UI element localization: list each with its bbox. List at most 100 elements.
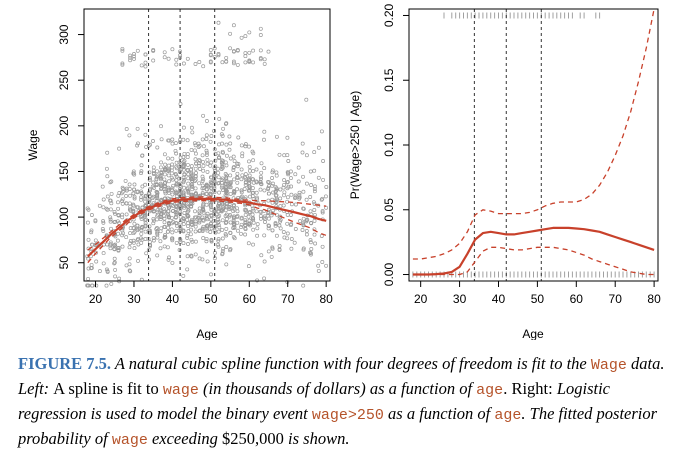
- scatter-point: [173, 189, 178, 194]
- scatter-point: [193, 177, 198, 182]
- right-fit-line: [412, 226, 655, 276]
- scatter-point: [258, 181, 263, 186]
- scatter-point: [223, 182, 228, 187]
- scatter-point: [136, 242, 141, 247]
- scatter-point: [170, 236, 175, 241]
- scatter-point: [308, 238, 313, 243]
- scatter-point: [262, 259, 267, 264]
- scatter-point: [251, 177, 256, 182]
- scatter-point: [282, 153, 287, 158]
- left-x-tick-label: 80: [319, 292, 333, 306]
- left-y-tick-label: 250: [57, 70, 71, 90]
- scatter-point: [193, 192, 198, 197]
- scatter-point: [189, 184, 194, 189]
- scatter-point: [213, 158, 218, 163]
- scatter-point: [205, 211, 210, 216]
- scatter-point: [140, 184, 145, 189]
- scatter-point: [286, 172, 291, 177]
- scatter-point: [154, 198, 159, 203]
- scatter-point: [262, 188, 267, 193]
- scatter-point: [281, 230, 286, 234]
- scatter-point: [128, 231, 133, 236]
- scatter-point: [301, 283, 306, 288]
- scatter-point: [163, 180, 168, 185]
- scatter-point: [193, 166, 198, 171]
- scatter-point: [258, 57, 263, 62]
- scatter-point: [293, 227, 298, 231]
- scatter-point: [243, 232, 248, 237]
- scatter-point: [139, 231, 144, 236]
- scatter-point: [224, 217, 229, 222]
- scatter-point: [213, 224, 218, 229]
- scatter-point: [323, 194, 328, 199]
- scatter-point: [235, 62, 240, 67]
- scatter-point: [228, 220, 233, 225]
- scatter-point: [120, 48, 125, 53]
- scatter-point: [159, 215, 164, 220]
- scatter-point: [112, 210, 117, 214]
- scatter-point: [189, 253, 194, 258]
- scatter-point: [231, 59, 236, 64]
- scatter-point: [220, 164, 225, 169]
- scatter-point: [201, 202, 206, 207]
- scatter-point: [162, 234, 167, 239]
- scatter-point: [166, 168, 171, 173]
- scatter-point: [282, 178, 287, 183]
- scatter-point: [227, 134, 232, 139]
- scatter-point: [216, 53, 221, 58]
- scatter-point: [209, 134, 214, 138]
- scatter-point: [274, 200, 279, 205]
- left-x-axis-label: Age: [196, 327, 218, 340]
- scatter-point: [270, 245, 275, 250]
- scatter-point: [254, 179, 259, 184]
- scatter-point: [115, 219, 120, 224]
- scatter-point: [144, 251, 149, 256]
- scatter-point: [151, 48, 156, 53]
- scatter-point: [262, 215, 267, 220]
- scatter-point: [181, 155, 186, 160]
- scatter-point: [132, 221, 137, 226]
- scatter-point: [139, 63, 144, 68]
- scatter-point: [170, 162, 175, 167]
- scatter-point: [231, 203, 236, 208]
- scatter-point: [197, 163, 201, 168]
- scatter-point: [136, 236, 141, 241]
- right-y-tick-label: 0.20: [382, 3, 396, 27]
- scatter-point: [162, 224, 167, 229]
- scatter-point: [163, 233, 167, 238]
- scatter-point: [216, 206, 221, 211]
- scatter-point: [304, 232, 309, 237]
- scatter-point: [232, 159, 237, 164]
- scatter-point: [159, 171, 164, 176]
- scatter-point: [250, 206, 255, 211]
- scatter-point: [271, 190, 276, 195]
- scatter-point: [193, 209, 197, 214]
- scatter-point: [185, 138, 190, 143]
- scatter-point: [94, 242, 99, 247]
- scatter-point: [262, 137, 266, 142]
- scatter-point: [154, 176, 159, 181]
- scatter-point: [163, 162, 168, 167]
- scatter-point: [197, 209, 202, 214]
- scatter-point: [232, 207, 237, 212]
- scatter-point: [228, 173, 233, 178]
- scatter-point: [285, 221, 290, 226]
- scatter-point: [216, 52, 221, 56]
- scatter-point: [209, 223, 214, 228]
- scatter-point: [117, 246, 122, 251]
- scatter-point: [166, 257, 171, 262]
- scatter-point: [90, 283, 95, 288]
- scatter-point: [189, 217, 194, 222]
- scatter-point: [281, 203, 286, 208]
- scatter-point: [301, 246, 306, 251]
- scatter-point: [235, 164, 240, 169]
- scatter-point: [224, 176, 229, 181]
- scatter-point: [194, 171, 198, 175]
- scatter-point: [213, 230, 218, 235]
- scatter-point: [220, 158, 225, 163]
- scatter-point: [151, 218, 156, 223]
- scatter-point: [316, 145, 321, 150]
- scatter-point: [217, 225, 222, 230]
- scatter-point: [243, 51, 248, 56]
- scatter-point: [148, 142, 152, 147]
